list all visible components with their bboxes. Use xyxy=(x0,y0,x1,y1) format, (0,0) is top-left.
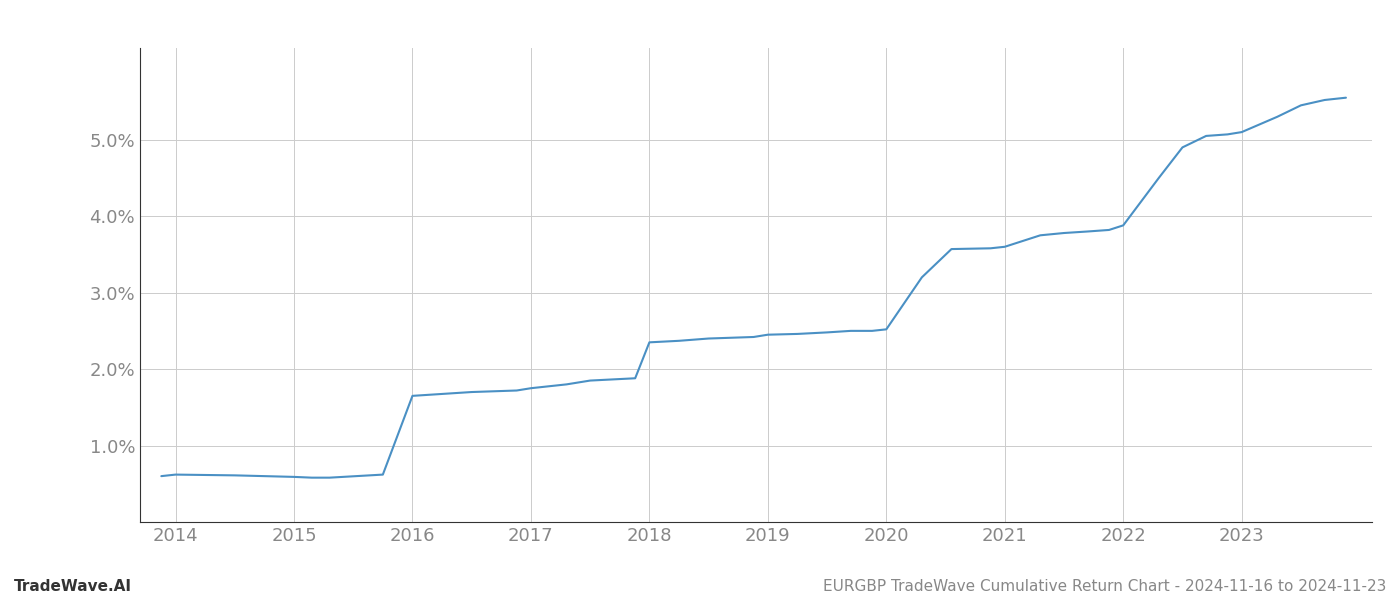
Text: EURGBP TradeWave Cumulative Return Chart - 2024-11-16 to 2024-11-23: EURGBP TradeWave Cumulative Return Chart… xyxy=(823,579,1386,594)
Text: TradeWave.AI: TradeWave.AI xyxy=(14,579,132,594)
